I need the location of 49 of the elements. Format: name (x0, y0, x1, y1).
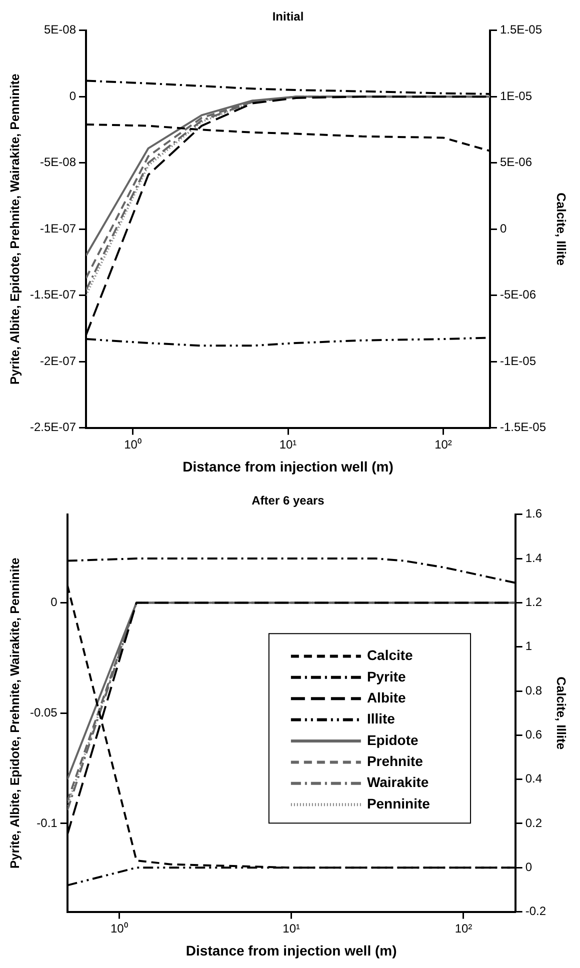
y-tick-label: -2E-07 (40, 354, 76, 368)
x-tick-label: 10² (434, 437, 452, 452)
y-axis-title: Pyrite, Albite, Epidote, Prehnite, Wairakite, Penninite (8, 558, 22, 869)
y2-tick-label: 1.4 (525, 550, 542, 565)
y2-tick-label: 0.4 (525, 772, 542, 786)
y-tick-label: -0.05 (30, 705, 58, 720)
x-axis-title: Distance from injection well (m) (182, 458, 394, 474)
legend-label: Penninite (366, 795, 430, 812)
legend-label: Albite (366, 689, 406, 706)
y-tick-label: 0 (50, 595, 58, 610)
y2-tick-label: 0 (525, 860, 532, 874)
y-tick-label: 0 (69, 88, 76, 103)
y2-tick-label: 1.2 (525, 595, 542, 610)
y2-tick-label: 0.6 (525, 727, 542, 742)
legend-label: Pyrite (366, 668, 406, 684)
y2-tick-label: -0.2 (525, 904, 546, 918)
y-tick-label: -5E-08 (40, 155, 76, 170)
y2-tick-label: -5E-06 (500, 288, 536, 302)
y-tick-label: -2.5E-07 (30, 420, 76, 434)
x-tick-label: 10² (454, 921, 472, 936)
y-axis-title: Pyrite, Albite, Epidote, Prehnite, Wairakite, Penninite (8, 74, 22, 385)
y-tick-label: -1.5E-07 (30, 288, 76, 302)
y2-tick-label: -1.5E-05 (500, 420, 546, 434)
y2-tick-label: 0.8 (525, 683, 542, 698)
y-tick-label: -0.1 (36, 816, 58, 830)
y-tick-label: -1E-07 (40, 221, 76, 236)
y2-axis-title: Calcite, Illite (554, 676, 568, 750)
y2-tick-label: 1E-05 (500, 88, 532, 103)
x-axis-title: Distance from injection well (m) (186, 942, 397, 958)
x-tick-label: 10⁰ (110, 921, 128, 936)
x-tick-label: 10¹ (282, 921, 300, 936)
legend-label: Wairakite (366, 774, 429, 790)
y2-axis-title: Calcite, Illite (554, 192, 568, 266)
legend-label: Prehnite (366, 753, 424, 770)
y2-tick-label: 1.6 (525, 506, 542, 521)
y2-tick-label: -1E-05 (500, 354, 536, 368)
x-tick-label: 10⁰ (124, 437, 142, 452)
x-tick-label: 10¹ (279, 437, 297, 452)
chart-title: Initial (272, 10, 304, 24)
y2-tick-label: 5E-06 (500, 155, 532, 170)
legend-label: Epidote (366, 732, 418, 748)
y2-tick-label: 0.2 (525, 816, 542, 830)
legend-label: Illite (366, 710, 396, 727)
y-tick-label: 5E-08 (44, 22, 76, 37)
chart-title: After 6 years (252, 494, 325, 508)
y2-tick-label: 1 (525, 639, 532, 654)
y2-tick-label: 1.5E-05 (500, 22, 542, 37)
legend-label: Calcite (366, 647, 414, 664)
y2-tick-label: 0 (500, 221, 507, 236)
